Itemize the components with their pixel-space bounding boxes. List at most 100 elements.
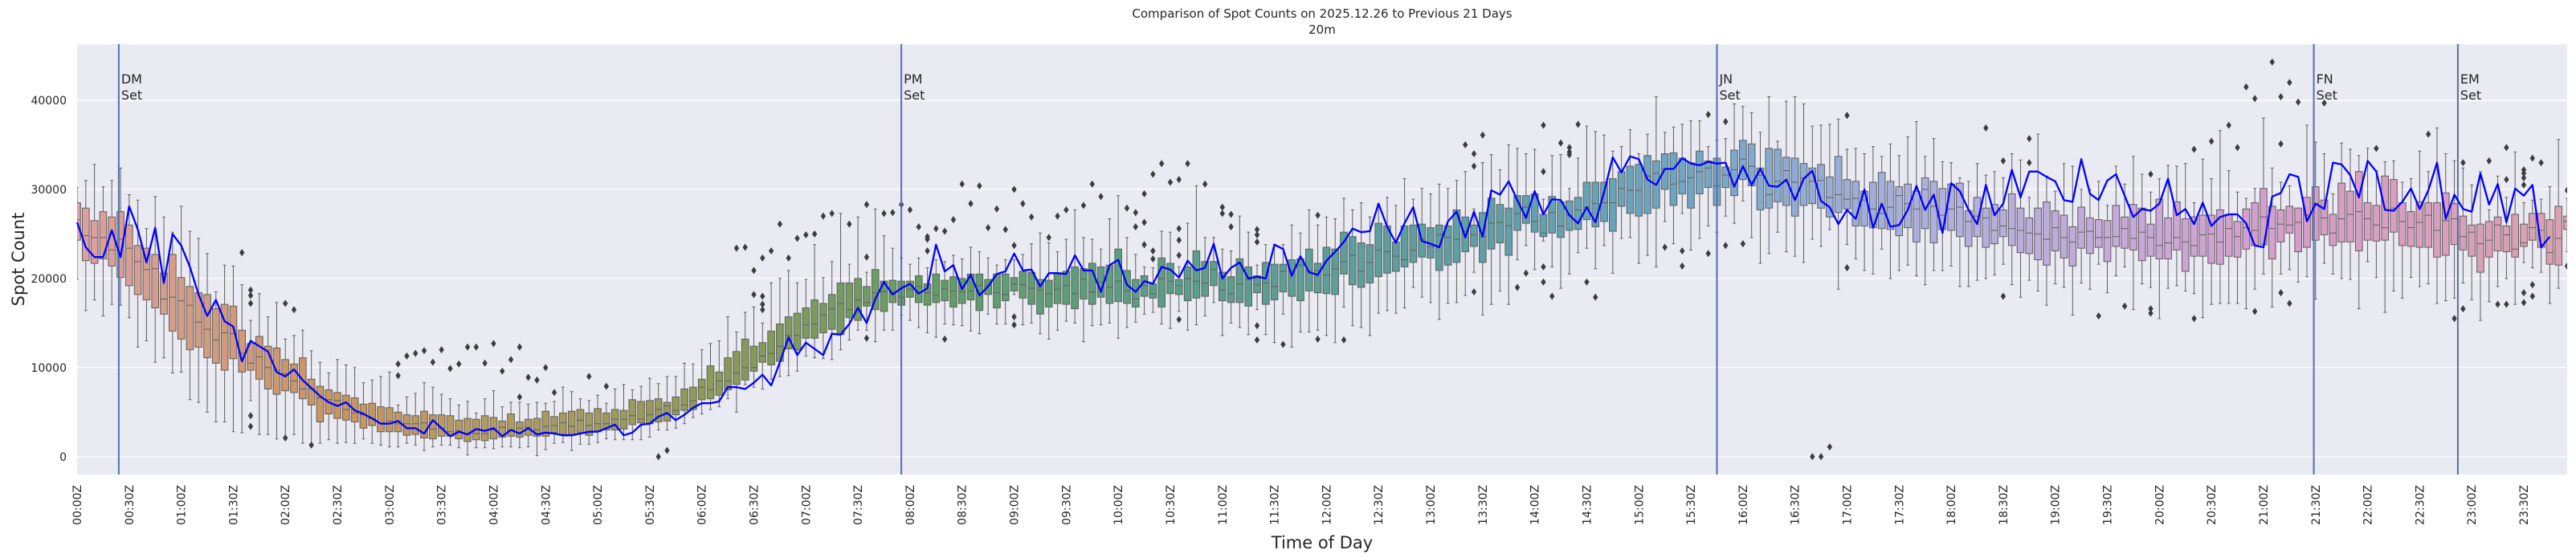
box-plot-201 [1817,124,1825,247]
box-iqr [2242,208,2251,250]
x-tick-label: 10:00Z [1112,485,1125,525]
outlier-point [1844,112,1850,120]
box-plot-63 [619,384,628,441]
box-plot-217 [1956,177,1964,287]
box-iqr [1999,209,2007,238]
box-iqr [1626,165,1635,214]
box-iqr [255,336,263,380]
box-plot-139 [1279,244,1288,315]
box-iqr [1956,182,1964,238]
box-plot-10 [160,216,168,359]
box-plot-254 [2276,181,2285,275]
box-plot-129 [1192,185,1201,326]
box-iqr [1696,150,1704,194]
box-plot-90 [854,216,862,331]
box-iqr [2129,204,2137,250]
outlier-point [2287,299,2292,308]
outlier-point [1471,288,1477,296]
box-plot-11 [168,231,177,373]
set-time-label: FN Set [2317,71,2337,103]
box-iqr [1201,261,1210,297]
box-plots [77,58,2567,461]
outlier-point [2504,176,2509,184]
box-iqr [1687,162,1695,209]
outlier-point [2504,144,2509,152]
box-iqr [1669,152,1678,206]
outlier-point [1219,210,1225,218]
y-axis-label: Spot Count [9,213,28,307]
box-iqr [559,412,567,435]
box-iqr [1296,258,1304,302]
box-plot-220 [1982,174,1990,279]
box-iqr [1904,183,1912,229]
box-iqr [77,202,81,241]
box-plot-282 [2520,202,2528,263]
outlier-point [2278,289,2284,297]
outlier-point [1254,226,1260,234]
box-plot-96 [906,263,914,321]
x-tick-label: 18:30Z [1998,485,2011,525]
box-plot-0 [77,187,81,280]
outlier-point [1176,251,1182,259]
box-plot-165 [1504,144,1513,305]
outlier-point [2148,309,2153,317]
outlier-point [1011,313,1017,321]
outlier-point [2000,157,2007,165]
outlier-point [2269,58,2275,66]
box-iqr [1140,275,1149,297]
outlier-point [847,220,852,228]
box-iqr [854,278,862,321]
outlier-point [2529,281,2535,289]
set-time-label-line: FN [2317,71,2333,87]
outlier-point [586,373,592,381]
outlier-point [2000,292,2007,300]
box-iqr [2354,171,2363,251]
box-iqr [299,357,307,400]
box-iqr [802,307,810,339]
box-plot-163 [1487,154,1496,305]
box-iqr [1990,204,1998,245]
outlier-point [1011,321,1017,329]
box-plot-281 [2511,151,2520,305]
box-plot-229 [2060,163,2068,288]
y-tick-label: 10000 [31,362,67,375]
box-plot-28 [316,361,325,444]
box-iqr [689,386,697,410]
box-iqr [1244,266,1253,307]
box-iqr [1487,198,1496,250]
box-iqr [1322,246,1331,295]
box-iqr [1053,273,1062,304]
box-plot-57 [567,391,576,451]
outlier-point [1176,316,1182,324]
box-plot-150 [1374,204,1383,314]
x-tick-label: 16:00Z [1737,485,1750,525]
outlier-point [933,225,939,233]
box-iqr [455,419,463,440]
y-tick-label: 20000 [31,273,67,286]
x-tick-label: 01:30Z [227,485,240,525]
outlier-point [464,343,471,351]
box-plot-31 [342,365,350,443]
box-plot-132 [1218,248,1227,336]
box-iqr [2520,223,2528,247]
box-plot-110 [1027,243,1035,324]
chart-title-line-2: 20m [1308,22,1336,37]
box-iqr [2121,216,2129,249]
box-iqr [1166,263,1174,295]
box-iqr [2476,223,2484,273]
box-plot-66 [646,377,654,438]
box-plot-212 [1913,121,1921,277]
outlier-point [985,224,991,232]
box-iqr [793,312,802,351]
box-iqr [541,410,550,437]
box-plot-262 [2346,149,2354,280]
box-iqr [1834,156,1843,214]
outlier-point [1680,262,1685,270]
box-iqr [810,299,819,339]
box-iqr [1304,248,1313,291]
box-iqr [290,363,298,393]
x-tick-label: 23:30Z [2518,485,2531,525]
outlier-point [1133,209,1138,217]
outlier-point [1176,176,1182,184]
box-plot-71 [689,363,697,418]
